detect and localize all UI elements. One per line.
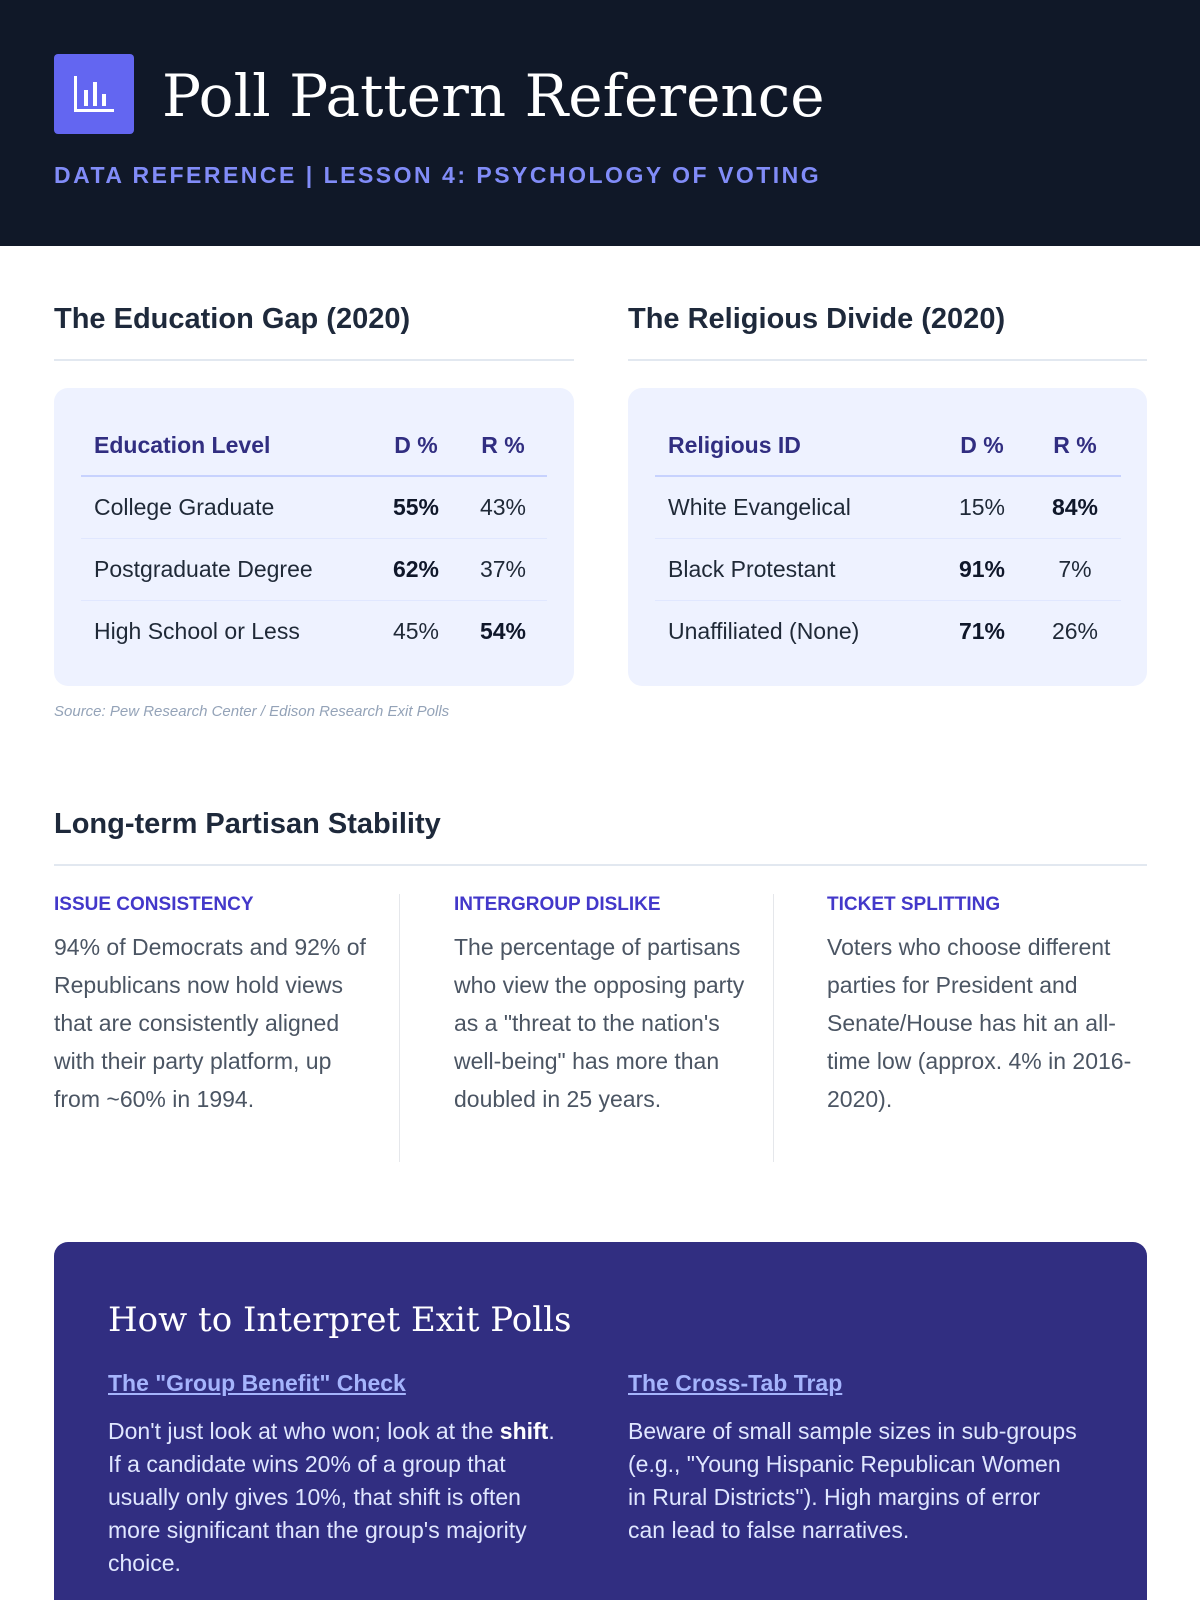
table-row: Postgraduate Degree 62% 37% bbox=[81, 538, 547, 601]
row-label: White Evangelical bbox=[655, 476, 935, 539]
stability-divider bbox=[54, 864, 1147, 866]
religion-title: The Religious Divide (2020) bbox=[628, 303, 1006, 335]
column-text: Voters who choose different parties for … bbox=[827, 934, 1132, 1112]
logo bbox=[54, 54, 134, 134]
row-label: Black Protestant bbox=[655, 538, 935, 601]
dem-value: 45% bbox=[392, 617, 440, 644]
table-header: D % bbox=[373, 416, 459, 477]
dem-value: 62% bbox=[373, 538, 459, 601]
page-subtitle: DATA REFERENCE | LESSON 4: PSYCHOLOGY OF… bbox=[54, 162, 822, 188]
rep-value: 26% bbox=[1051, 617, 1099, 644]
rep-value: 37% bbox=[459, 538, 547, 601]
column-divider bbox=[399, 894, 400, 1162]
religion-divider bbox=[628, 359, 1147, 361]
row-label: College Graduate bbox=[81, 476, 373, 539]
tip-group-benefit: The "Group Benefit" Check Don't just loo… bbox=[108, 1370, 563, 1580]
table-header: Religious ID bbox=[655, 416, 935, 477]
interpret-box: How to Interpret Exit Polls The "Group B… bbox=[54, 1242, 1147, 1600]
row-label: Postgraduate Degree bbox=[81, 538, 373, 601]
page-header: Poll Pattern Reference DATA REFERENCE | … bbox=[0, 0, 1200, 246]
column-heading: INTERGROUP DISLIKE bbox=[454, 894, 661, 915]
table-row: Black Protestant 91% 7% bbox=[655, 538, 1121, 601]
religion-card: Religious ID D % R % White Evangelical 1… bbox=[628, 388, 1147, 686]
column-divider bbox=[773, 894, 774, 1162]
religion-table: Religious ID D % R % White Evangelical 1… bbox=[655, 416, 1121, 662]
table-header: R % bbox=[459, 416, 547, 477]
tip-heading: The "Group Benefit" Check bbox=[108, 1370, 406, 1396]
tip-text-part: Don't just look at who won; look at the bbox=[108, 1418, 500, 1444]
tip-text: Beware of small sample sizes in sub-grou… bbox=[628, 1418, 1077, 1543]
column-heading: ISSUE CONSISTENCY bbox=[54, 894, 254, 915]
education-table: Education Level D % R % College Graduate… bbox=[81, 416, 547, 662]
dem-value: 91% bbox=[935, 538, 1029, 601]
column-text: 94% of Democrats and 92% of Republicans … bbox=[54, 934, 366, 1112]
education-divider bbox=[54, 359, 574, 361]
table-row: College Graduate 55% 43% bbox=[81, 476, 547, 539]
column-text: The percentage of partisans who view the… bbox=[454, 934, 745, 1112]
stability-title: Long-term Partisan Stability bbox=[54, 808, 441, 840]
table-header: D % bbox=[935, 416, 1029, 477]
table-row: High School or Less 45% 54% bbox=[81, 600, 547, 662]
tip-text-part: . If a candidate wins 20% of a group tha… bbox=[108, 1418, 555, 1576]
table-header: Education Level bbox=[81, 416, 373, 477]
dem-value: 15% bbox=[935, 476, 1029, 539]
source-note: Source: Pew Research Center / Edison Res… bbox=[54, 703, 450, 720]
stability-column-ticket-splitting: TICKET SPLITTING Voters who choose diffe… bbox=[827, 894, 1147, 1118]
tip-emphasis: shift bbox=[499, 1418, 549, 1444]
tip-text: Don't just look at who won; look at the … bbox=[108, 1415, 563, 1580]
education-title: The Education Gap (2020) bbox=[54, 303, 411, 335]
rep-value: 54% bbox=[479, 617, 527, 644]
bar-chart-icon bbox=[74, 76, 114, 112]
rep-value: 7% bbox=[1029, 538, 1121, 601]
tip-heading: The Cross-Tab Trap bbox=[628, 1370, 843, 1396]
table-row: Unaffiliated (None) 71% 26% bbox=[655, 600, 1121, 662]
stability-column-intergroup-dislike: INTERGROUP DISLIKE The percentage of par… bbox=[454, 894, 754, 1118]
row-label: High School or Less bbox=[94, 617, 300, 644]
interpret-title: How to Interpret Exit Polls bbox=[108, 1300, 572, 1340]
rep-value: 43% bbox=[459, 476, 547, 539]
tip-cross-tab: The Cross-Tab Trap Beware of small sampl… bbox=[628, 1370, 1083, 1547]
stability-column-issue-consistency: ISSUE CONSISTENCY 94% of Democrats and 9… bbox=[54, 894, 374, 1118]
table-header: R % bbox=[1029, 416, 1121, 477]
dem-value: 71% bbox=[958, 617, 1006, 644]
row-label: Unaffiliated (None) bbox=[668, 617, 860, 644]
table-row: White Evangelical 15% 84% bbox=[655, 476, 1121, 539]
rep-value: 84% bbox=[1029, 476, 1121, 539]
column-heading: TICKET SPLITTING bbox=[827, 894, 1001, 915]
page-title: Poll Pattern Reference bbox=[162, 62, 825, 130]
dem-value: 55% bbox=[373, 476, 459, 539]
education-card: Education Level D % R % College Graduate… bbox=[54, 388, 574, 686]
